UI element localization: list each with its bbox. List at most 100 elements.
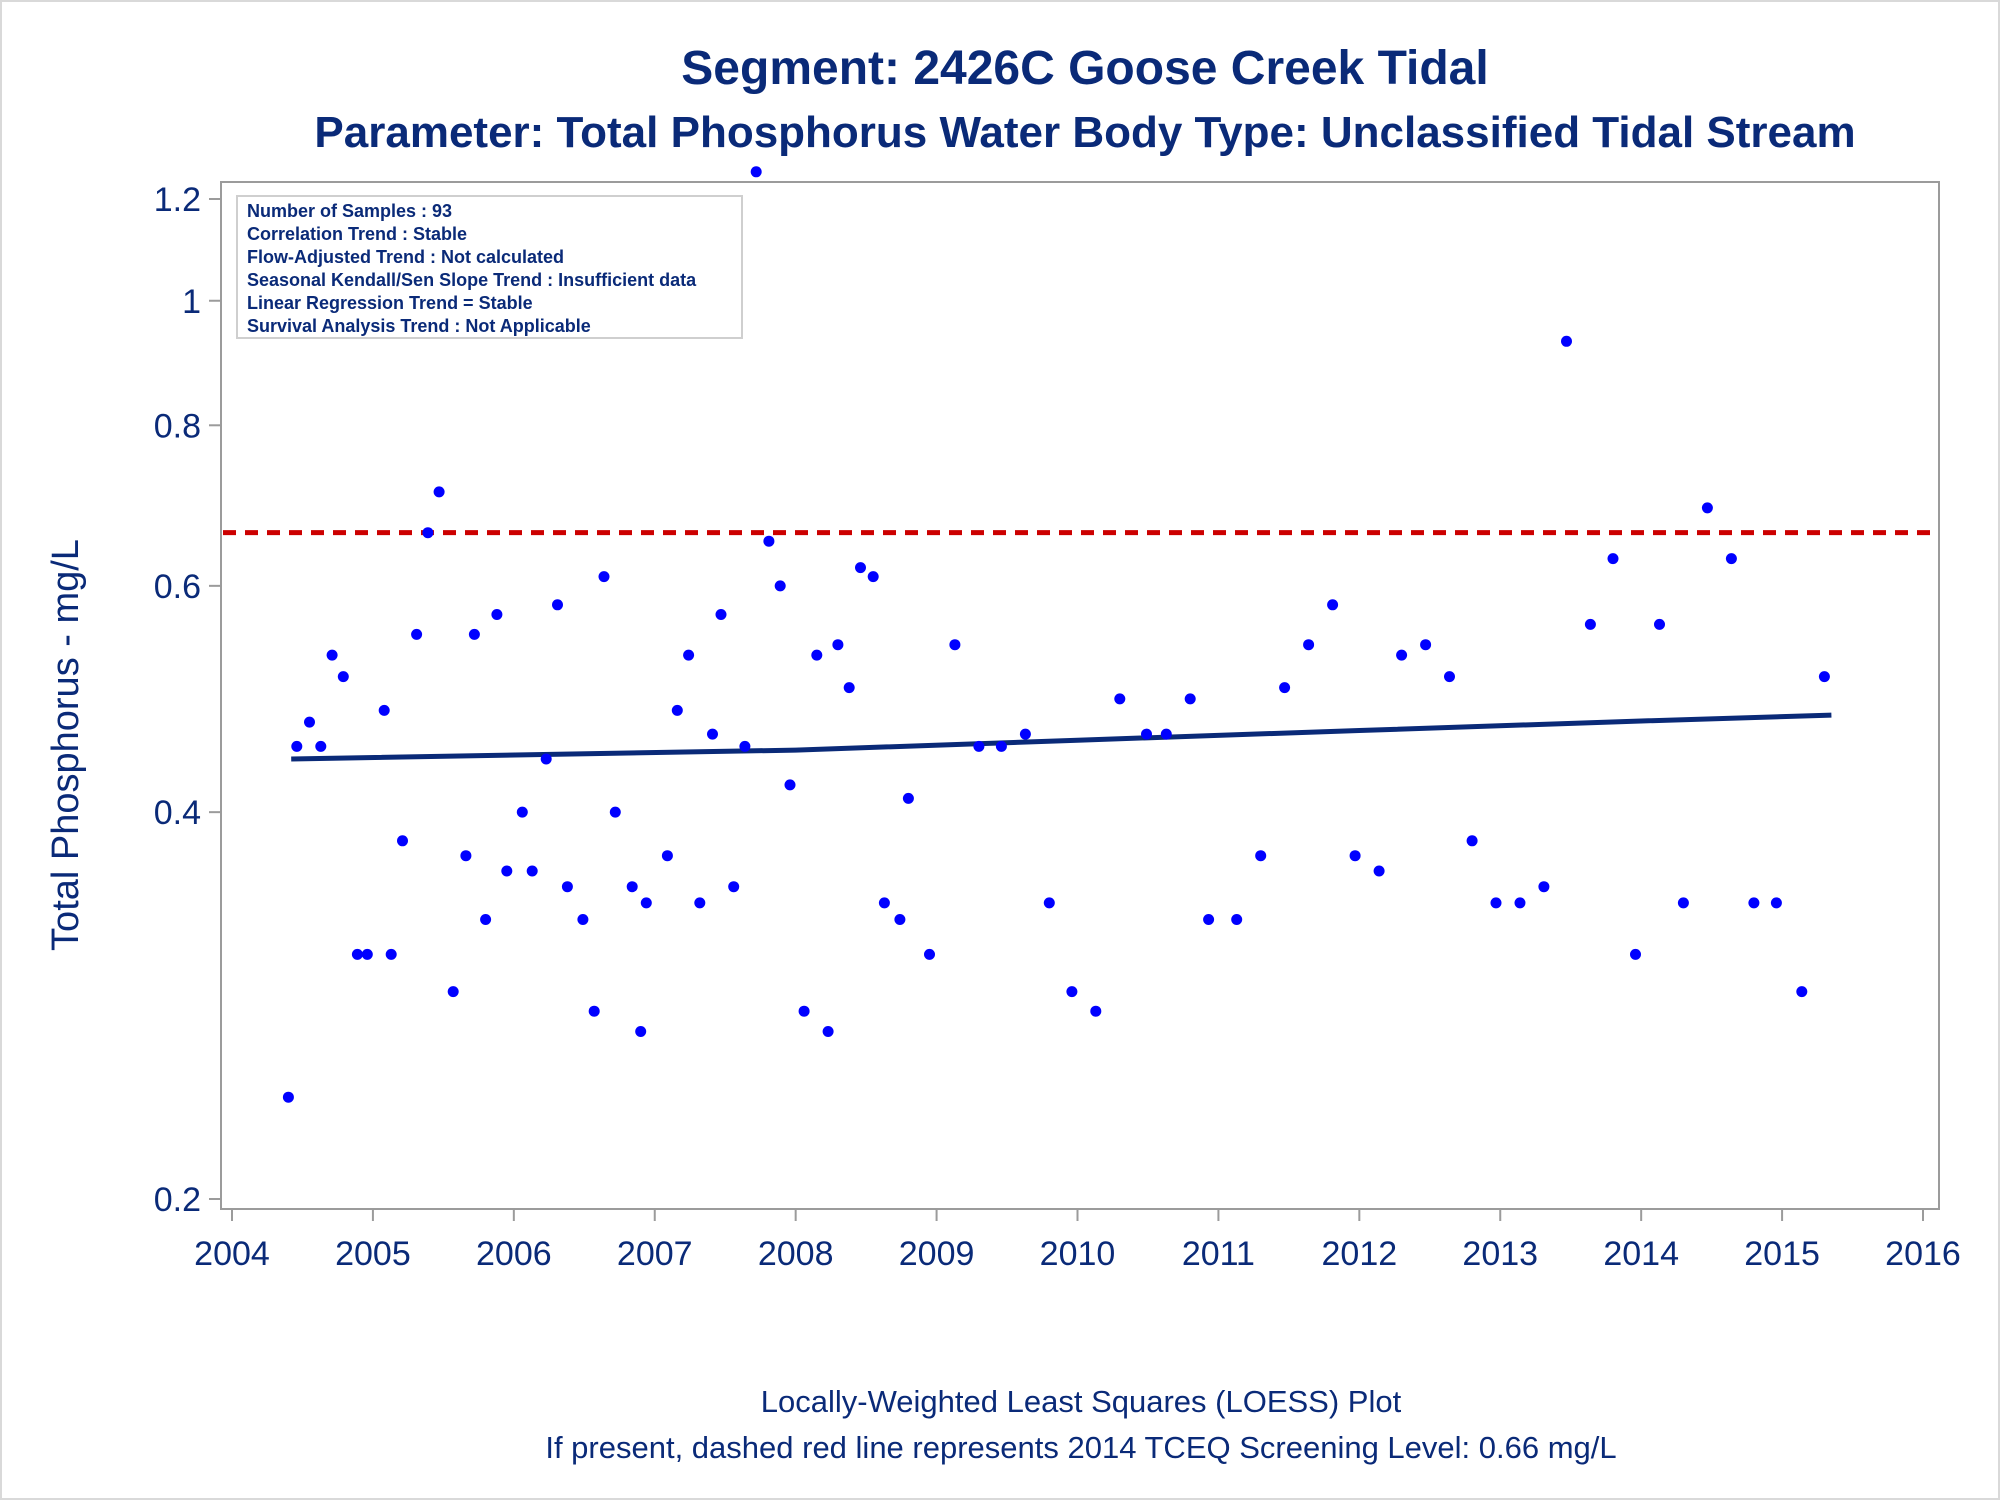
sample-point-24 (561, 881, 573, 893)
x-tick-label-8: 2012 (1322, 1235, 1398, 1273)
sample-point-29 (626, 881, 638, 893)
sample-point-14 (447, 986, 459, 998)
sample-point-18 (491, 609, 503, 620)
sample-point-6 (351, 948, 363, 960)
sample-point-76 (1444, 671, 1455, 683)
sample-point-15 (460, 850, 472, 862)
y-tick-label-1: 0.4 (154, 794, 201, 832)
sample-point-59 (1043, 897, 1055, 909)
x-tick-label-6: 2010 (1040, 1235, 1116, 1273)
sample-point-22 (540, 753, 552, 765)
sample-point-71 (1327, 599, 1339, 611)
sample-point-48 (843, 682, 855, 694)
sample-points (282, 166, 1830, 1103)
sample-point-23 (552, 599, 563, 611)
footnote-screening: If present, dashed red line represents 2… (545, 1430, 1616, 1465)
sample-point-66 (1203, 914, 1215, 925)
sample-point-57 (995, 740, 1007, 752)
x-tick-label-9: 2013 (1462, 1235, 1538, 1273)
info-line-survival-analysis: Survival Analysis Trend : Not Applicable (247, 316, 591, 336)
sample-point-92 (1818, 671, 1830, 683)
info-line-linear-regression: Linear Regression Trend = Stable (247, 293, 533, 313)
plot-area (220, 181, 1940, 1210)
x-tick-label-10: 2014 (1603, 1235, 1679, 1273)
sample-point-65 (1184, 693, 1196, 705)
sample-point-1 (291, 740, 303, 752)
sample-point-84 (1630, 948, 1641, 960)
sample-point-39 (739, 740, 751, 752)
sample-point-75 (1420, 639, 1432, 651)
sample-point-56 (973, 740, 985, 752)
sample-point-54 (924, 948, 935, 960)
sample-point-70 (1303, 639, 1315, 651)
sample-point-89 (1748, 897, 1760, 909)
sample-point-50 (867, 571, 879, 583)
sample-point-58 (1019, 728, 1031, 740)
sample-point-27 (598, 571, 610, 583)
sample-point-12 (422, 527, 434, 539)
x-tick-label-0: 2004 (194, 1235, 270, 1273)
info-line-samples: Number of Samples : 93 (247, 201, 452, 221)
chart-title: Segment: 2426C Goose Creek Tidal (681, 42, 1488, 95)
sample-point-34 (683, 649, 695, 661)
x-tick-label-11: 2015 (1744, 1235, 1820, 1273)
x-tick-label-5: 2009 (899, 1235, 975, 1273)
sample-point-78 (1490, 897, 1502, 909)
sample-point-20 (516, 806, 528, 818)
sample-point-49 (855, 562, 866, 574)
sample-point-69 (1279, 682, 1291, 694)
x-tick-label-3: 2007 (617, 1235, 693, 1273)
sample-point-61 (1090, 1005, 1102, 1017)
sample-point-38 (728, 881, 740, 893)
sample-point-51 (878, 897, 890, 909)
loess-trend-line (291, 712, 1832, 762)
sample-point-80 (1538, 881, 1550, 893)
sample-point-85 (1654, 618, 1665, 630)
info-line-correlation: Correlation Trend : Stable (247, 224, 467, 244)
sample-point-7 (361, 948, 373, 960)
sample-point-19 (501, 865, 513, 877)
sample-point-77 (1466, 835, 1478, 847)
sample-point-4 (326, 649, 338, 661)
sample-point-41 (763, 535, 775, 547)
chart-subtitle: Parameter: Total Phosphorus Water Body T… (314, 108, 1855, 157)
sample-point-33 (671, 704, 683, 716)
sample-point-82 (1584, 618, 1596, 630)
sample-point-16 (468, 628, 480, 640)
sample-point-87 (1701, 502, 1713, 514)
x-tick-label-2: 2006 (476, 1235, 552, 1273)
sample-point-25 (577, 914, 589, 925)
sample-point-52 (894, 914, 906, 925)
footnote-loess: Locally-Weighted Least Squares (LOESS) P… (761, 1384, 1402, 1419)
sample-point-26 (588, 1005, 600, 1017)
sample-point-43 (784, 779, 796, 791)
y-tick-label-0: 0.2 (154, 1181, 201, 1219)
sample-point-72 (1349, 850, 1361, 862)
sample-point-88 (1725, 553, 1737, 565)
sample-point-62 (1114, 693, 1126, 705)
x-tick-label-1: 2005 (335, 1235, 411, 1273)
sample-point-21 (526, 865, 538, 877)
sample-point-9 (385, 948, 397, 960)
sample-point-2 (304, 716, 315, 728)
sample-point-79 (1514, 897, 1526, 909)
sample-point-47 (832, 639, 844, 651)
sample-point-74 (1396, 649, 1408, 661)
sample-point-60 (1066, 986, 1078, 998)
sample-point-63 (1141, 728, 1152, 740)
sample-point-83 (1607, 553, 1619, 565)
info-box-border (236, 195, 743, 339)
sample-point-3 (315, 740, 327, 752)
sample-point-5 (337, 671, 349, 683)
sample-point-53 (902, 792, 914, 804)
x-axis: 2004 2005 2006 2007 2008 2009 2010 2011 2012 2013… (194, 1209, 1961, 1273)
sample-point-91 (1796, 986, 1808, 998)
sample-point-73 (1373, 865, 1385, 877)
y-tick-label-2: 0.6 (154, 568, 201, 606)
sample-point-8 (378, 704, 390, 716)
sample-point-10 (397, 835, 408, 847)
x-tick-label-12: 2016 (1885, 1235, 1961, 1273)
x-tick-label-7: 2011 (1182, 1235, 1255, 1273)
